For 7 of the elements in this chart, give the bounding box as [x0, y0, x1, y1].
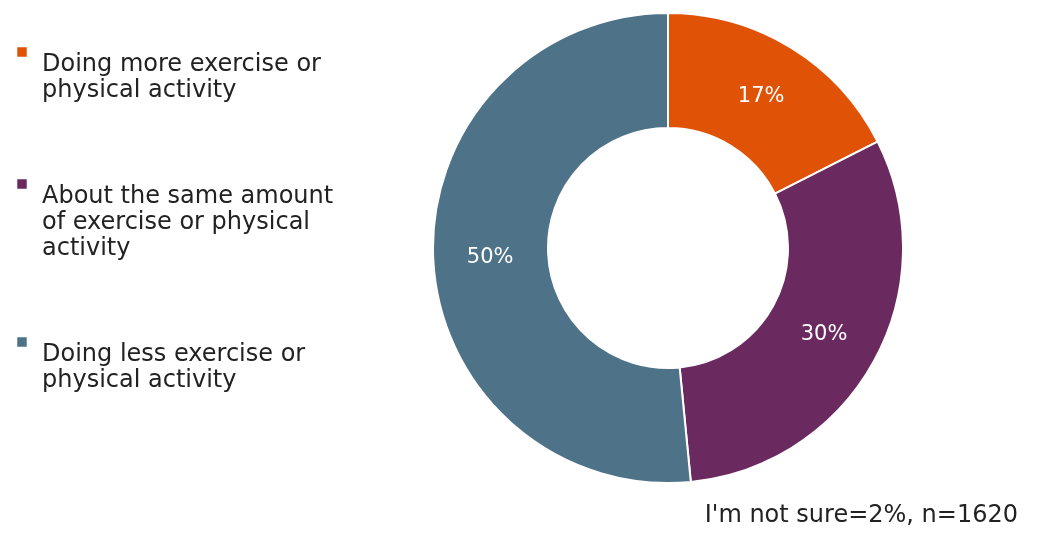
data-label: 30% — [800, 320, 848, 345]
data-label: 17% — [737, 83, 785, 108]
data-label: 50% — [466, 243, 514, 268]
legend-label: About the same amount of exercise or physical activity — [42, 181, 334, 261]
text: I'm not sure=2%, n=1620 — [704, 500, 1018, 528]
legend-label: Doing less exercise or physical activity — [42, 339, 306, 393]
legend-label: Doing more exercise or physical activity — [42, 49, 322, 103]
